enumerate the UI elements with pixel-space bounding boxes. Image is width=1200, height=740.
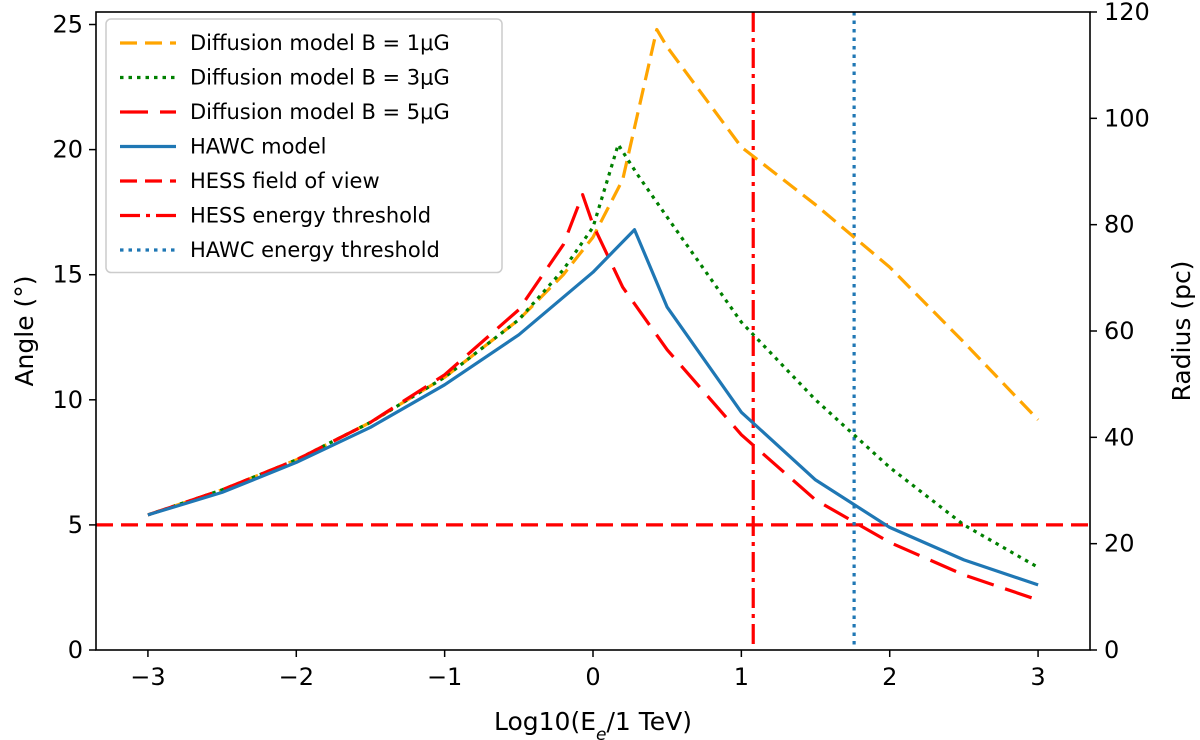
legend-label: HAWC model [190,135,327,159]
legend-label: Diffusion model B = 5μG [190,100,450,124]
x-tick-label: 2 [882,663,897,691]
legend-box [105,18,503,274]
y2-tick-label: 20 [1104,530,1135,558]
legend-label: Diffusion model B = 3μG [190,66,450,90]
x-tick-label: −1 [427,663,462,691]
y2-tick-label: 100 [1104,104,1150,132]
y2-axis-label: Radius (pc) [1167,261,1196,402]
series-diffusion-model-b-5-g [147,193,1039,602]
legend-label: Diffusion model B = 1μG [190,31,450,55]
y2-tick-label: 80 [1104,211,1135,239]
y2-tick-label: 0 [1104,636,1119,664]
x-tick-label: 3 [1030,663,1045,691]
axis-ticks: −3 −2 −1 0 1 2 3 0 5 10 15 20 25 0 20 40 60 80 100 120 [52,0,1149,691]
x-axis-label: Log10(Ee/1 TeV) [494,707,692,740]
legend-label: HAWC energy threshold [190,238,440,262]
y-tick-label: 5 [68,511,83,539]
x-tick-label: −3 [130,663,165,691]
y2-tick-label: 120 [1104,0,1150,26]
series-hawc-model [147,228,1039,587]
legend-label: HESS energy threshold [190,204,431,228]
y-tick-label: 0 [68,636,83,664]
y2-tick-label: 60 [1104,317,1135,345]
y2-tick-label: 40 [1104,423,1135,451]
x-axis-label-tail: /1 TeV) [606,707,692,736]
x-axis-label-subscript: e [596,725,606,740]
plot-area [96,12,1090,650]
x-tick-label: 1 [734,663,749,691]
y-tick-label: 20 [52,136,83,164]
legend-label: HESS field of view [190,169,380,193]
y-tick-label: 10 [52,386,83,414]
y-axis-label: Angle (°) [10,275,39,386]
legend: Diffusion model B = 1μG Diffusion model B… [105,18,503,274]
x-axis-label-main: Log10(E [494,707,596,736]
x-tick-label: −2 [279,663,314,691]
x-tick-label: 0 [585,663,600,691]
y-tick-label: 15 [52,261,83,289]
series-diffusion-model-b-1-g [147,27,1040,517]
y-tick-label: 25 [52,11,83,39]
